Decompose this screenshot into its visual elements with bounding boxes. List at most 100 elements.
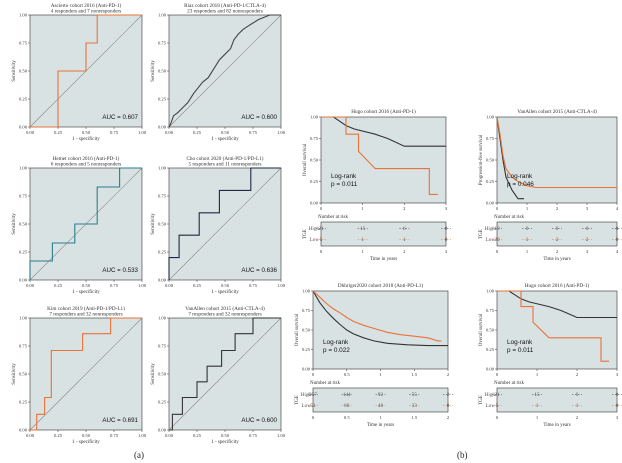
risk-x-tick-label: 2 xyxy=(556,249,559,254)
y-tick-label: 0.50 xyxy=(19,372,28,377)
risk-x-tick-label: 1 xyxy=(536,415,539,420)
km-curve-low xyxy=(497,290,609,362)
roc-curve xyxy=(29,167,142,280)
y-tick-label: 0.00 xyxy=(486,201,495,206)
roc-subtitle: 4 responders and 7 nonresponders xyxy=(51,9,122,15)
y-tick-label: 0.00 xyxy=(302,367,311,372)
y-tick-label: 0.50 xyxy=(486,328,495,333)
risk-x-tick-label: 0.5 xyxy=(344,415,350,420)
roc-panel-3: Hemet cohort 2016 (Anti-PD-1)6 responder… xyxy=(12,155,147,295)
risk-table-title: Number at risk xyxy=(310,381,340,386)
risk-value: 15 xyxy=(534,392,540,398)
risk-x-tick-label: 2 xyxy=(576,415,579,420)
y-tick-label: 0.50 xyxy=(158,69,167,74)
risk-value: 1 xyxy=(403,237,406,243)
auc-label: AUC = 0.600 xyxy=(241,114,277,121)
risk-value: 6 xyxy=(403,226,406,232)
panel-label-b: (b) xyxy=(457,450,468,460)
risk-value: 144 xyxy=(343,392,351,398)
auc-label: AUC = 0.607 xyxy=(102,114,138,121)
y-tick-label: 0.25 xyxy=(158,97,167,102)
x-tick-label: 0 xyxy=(312,372,315,377)
x-tick-label: 0.50 xyxy=(221,283,230,288)
p-value-label: p = 0.046 xyxy=(507,181,534,188)
x-tick-label: 0.25 xyxy=(193,283,202,288)
risk-row-label: Low xyxy=(301,403,311,409)
x-axis-label: 1 - specificity xyxy=(211,137,239,142)
x-tick-label: 0.50 xyxy=(221,130,230,135)
risk-x-tick-label: 0 xyxy=(312,415,315,420)
risk-value: 0 xyxy=(616,237,619,243)
x-tick-label: 0.25 xyxy=(54,283,63,288)
y-axis-label: Sensitivity xyxy=(12,213,17,235)
y-tick-label: 0.25 xyxy=(302,347,311,352)
roc-panel-5: Kim cohort 2019 (Anti-PD-1/PD-L1)7 respo… xyxy=(12,305,147,445)
x-axis-label: Time in years xyxy=(367,423,394,428)
risk-value: 0 xyxy=(616,403,619,409)
risk-table-ylabel: TGE xyxy=(303,229,308,239)
y-tick-label: 1.00 xyxy=(486,115,495,120)
x-tick-label: 0 xyxy=(496,206,499,211)
y-tick-label: 0.50 xyxy=(19,222,28,227)
km-curve-high xyxy=(497,290,617,319)
x-tick-label: 0 xyxy=(496,372,499,377)
y-tick-label: 1.00 xyxy=(19,13,28,18)
x-tick-label: 0.00 xyxy=(26,130,35,135)
y-tick-label: 1.00 xyxy=(158,316,167,321)
x-tick-label: 1.00 xyxy=(138,283,147,288)
x-tick-label: 0.00 xyxy=(165,283,174,288)
y-axis-label: Overall survival xyxy=(479,313,484,346)
roc-title: Hemet cohort 2016 (Anti-PD-1) xyxy=(53,155,120,162)
risk-x-tick-label: 3 xyxy=(616,415,619,420)
roc-subtitle: 7 responders and 32 nonresponders xyxy=(49,312,122,318)
km-curve-low xyxy=(312,290,442,342)
km-panel-2: VanAllen cohort 2015 (Anti-CTLA-4) 0.00 0.… xyxy=(479,108,622,262)
risk-value: 20 xyxy=(494,237,500,243)
x-tick-label: 0 xyxy=(320,206,323,211)
roc-curve xyxy=(30,14,142,128)
y-tick-label: 0.25 xyxy=(486,347,495,352)
x-tick-label: 0.50 xyxy=(221,433,230,438)
roc-panel-1: Ascierto cohort 2016 (Anti-PD-1)4 respon… xyxy=(12,2,147,142)
x-tick-label: 3 xyxy=(586,206,589,211)
p-value-label: p = 0.011 xyxy=(331,181,358,188)
risk-value: 21 xyxy=(318,226,324,232)
y-tick-label: 0.50 xyxy=(302,328,311,333)
x-tick-label: 0.00 xyxy=(165,433,174,438)
km-curve-high xyxy=(496,116,524,200)
y-axis-label: Sensitivity xyxy=(151,213,156,235)
y-tick-label: 0.25 xyxy=(19,97,28,102)
risk-table-ylabel: TGE xyxy=(479,229,484,239)
risk-x-tick-label: 0 xyxy=(496,415,499,420)
x-tick-label: 1.00 xyxy=(138,433,147,438)
km-title: Hugo cohort 2016 (Anti-PD-1) xyxy=(351,108,416,115)
panel-label-a: (a) xyxy=(134,450,144,460)
risk-x-tick-label: 1 xyxy=(379,415,382,420)
roc-curve xyxy=(168,167,281,280)
risk-row-label: High xyxy=(485,226,496,232)
logrank-label: Log-rank xyxy=(331,173,357,180)
risk-value: 2 xyxy=(586,237,589,243)
y-tick-label: 0.25 xyxy=(158,250,167,255)
risk-value: 0 xyxy=(445,237,448,243)
risk-table-area xyxy=(496,387,618,413)
y-tick-label: 0.50 xyxy=(158,222,167,227)
x-tick-label: 1.00 xyxy=(277,283,286,288)
risk-value: 1 xyxy=(361,237,364,243)
km-plot-area xyxy=(496,290,618,370)
x-tick-label: 0.25 xyxy=(54,130,63,135)
km-title: Dhhriger2020 cohort 2018 (Anti-PD-L1) xyxy=(338,282,423,289)
risk-value: 51 xyxy=(310,403,316,409)
x-tick-label: 0.5 xyxy=(344,372,350,377)
risk-value: 5 xyxy=(320,237,323,243)
x-tick-label: 1 xyxy=(362,206,365,211)
x-tick-label: 0.00 xyxy=(26,433,35,438)
risk-value: 257 xyxy=(309,392,317,398)
y-tick-label: 0.75 xyxy=(19,344,28,349)
y-axis-label: Sensitivity xyxy=(151,363,156,385)
risk-table-area xyxy=(496,221,618,247)
roc-diagonal xyxy=(168,14,282,128)
x-axis-label: 1 - specificity xyxy=(72,290,100,295)
y-tick-label: 0.75 xyxy=(19,194,28,199)
